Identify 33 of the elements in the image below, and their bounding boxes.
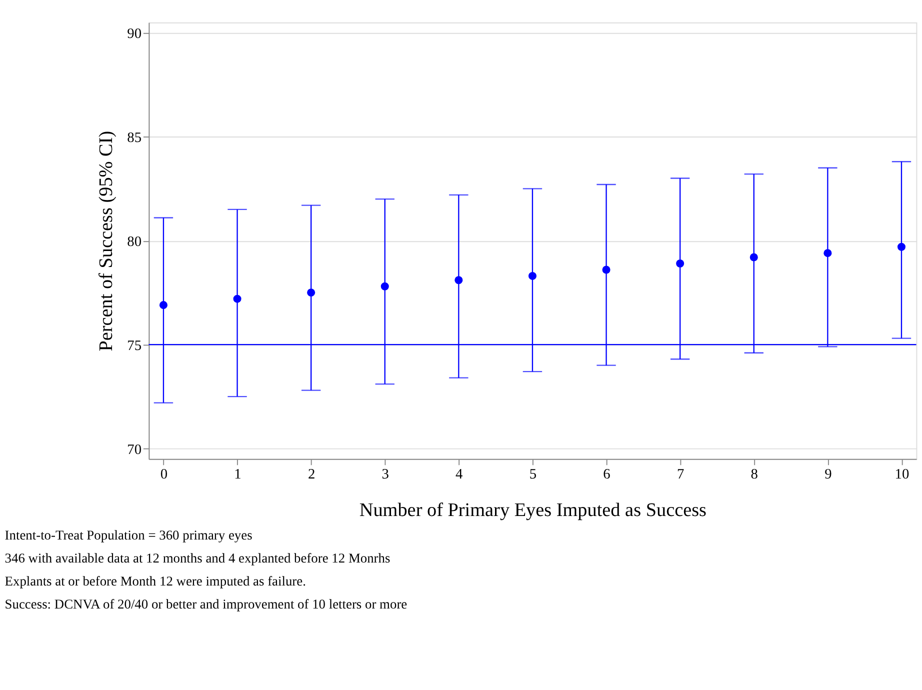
point xyxy=(602,266,610,274)
point xyxy=(824,249,832,258)
x-tick-label: 8 xyxy=(750,466,758,483)
x-tick-label: 4 xyxy=(456,466,463,483)
x-tick-label: 7 xyxy=(676,466,684,483)
y-tick-label: 85 xyxy=(127,130,142,146)
point xyxy=(159,301,168,310)
y-axis-title: Percent of Success (95% CI) xyxy=(96,130,117,352)
y-tick-label: 75 xyxy=(127,338,142,354)
y-tick-label: 90 xyxy=(127,26,142,42)
point xyxy=(380,282,389,290)
x-tick-label: 10 xyxy=(894,466,910,483)
point xyxy=(897,242,906,251)
x-tick-label: 2 xyxy=(308,466,316,483)
x-tick-label: 0 xyxy=(160,466,168,483)
x-tick-label: 1 xyxy=(234,466,242,483)
point xyxy=(454,276,463,284)
y-tick-label: 80 xyxy=(127,234,142,250)
x-tick-label: 5 xyxy=(529,466,537,483)
x-tick-label: 3 xyxy=(382,466,389,483)
text: 346 with available data at 12 months and 4 explanted before 12 Monrhs xyxy=(4,550,390,566)
point xyxy=(750,253,758,262)
point xyxy=(233,294,242,303)
point xyxy=(528,272,536,280)
x-axis-title: Number of Primary Eyes Imputed as Success xyxy=(359,500,707,521)
text: Success: DCNVA of 20/40 or better and improvement of 10 letters or more xyxy=(4,596,408,612)
x-tick-label: 9 xyxy=(824,466,832,483)
text: Explants at or before Month 12 were imputed as failure. xyxy=(4,574,306,589)
x-tick-label: 6 xyxy=(603,466,610,483)
y-tick-label: 70 xyxy=(127,442,142,458)
point xyxy=(676,259,684,268)
point xyxy=(307,288,316,297)
text: Intent-to-Treat Population = 360 primary eyes xyxy=(4,527,252,542)
